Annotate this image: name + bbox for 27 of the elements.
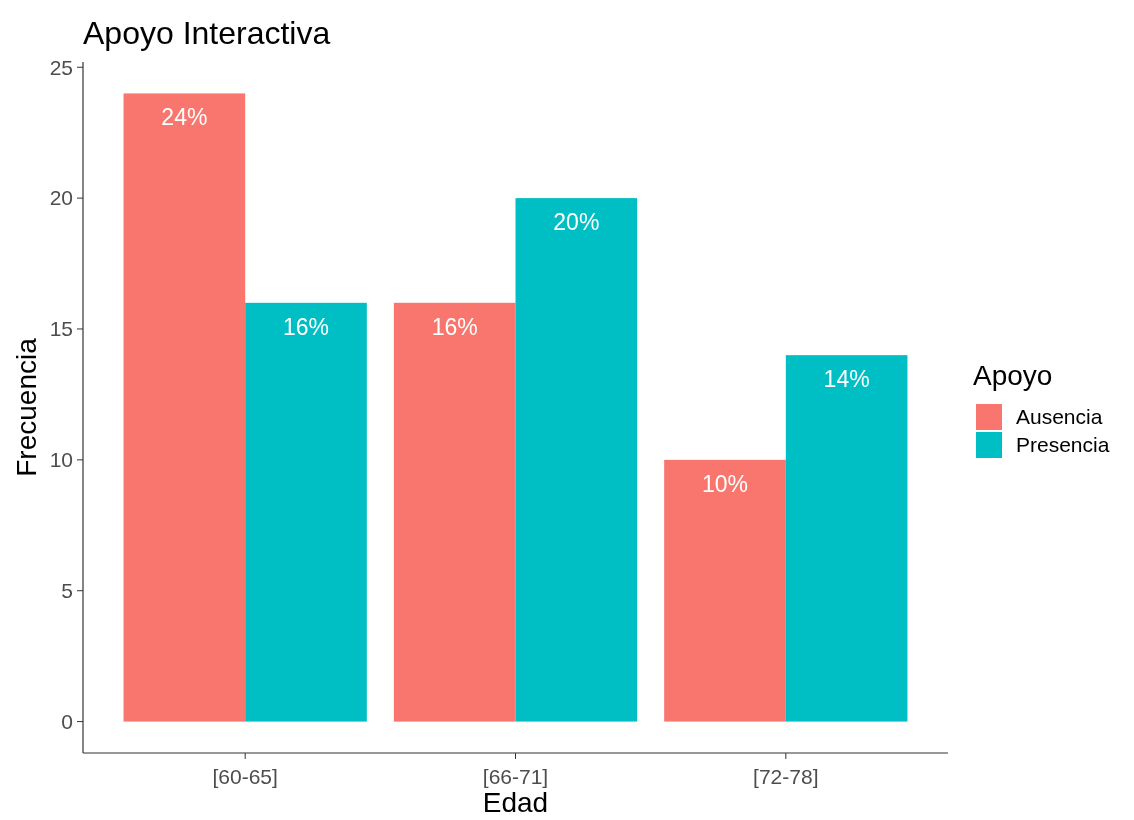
y-tick-label: 0 [61,709,73,733]
y-axis-title: Frecuencia [11,337,42,477]
x-tick-label: [66-71] [482,765,549,788]
data-label: 14% [823,366,870,393]
data-label: 24% [161,104,208,131]
y-tick-label: 20 [49,186,73,210]
data-label: 16% [282,313,330,340]
bar [245,302,367,722]
y-tick-label: 25 [49,55,73,79]
legend-label: Ausencia [1016,405,1103,429]
bar [785,355,908,722]
data-label: 10% [701,470,749,497]
bar [664,459,786,722]
x-tick-label: [60-65] [212,765,278,788]
y-tick-label: 15 [49,317,73,341]
data-label: 20% [553,209,600,236]
legend-label: Presencia [1016,433,1110,457]
x-tick-label: [72-78] [753,765,819,788]
data-label: 16% [431,313,478,340]
chart-title: Apoyo Interactiva [83,15,331,51]
x-axis-title: Edad [482,787,549,818]
y-tick-label: 5 [61,579,73,603]
y-tick-label: 10 [49,448,73,472]
bar [393,302,516,722]
bar [515,198,638,722]
legend-title: Apoyo [973,360,1053,391]
bar [123,93,246,722]
